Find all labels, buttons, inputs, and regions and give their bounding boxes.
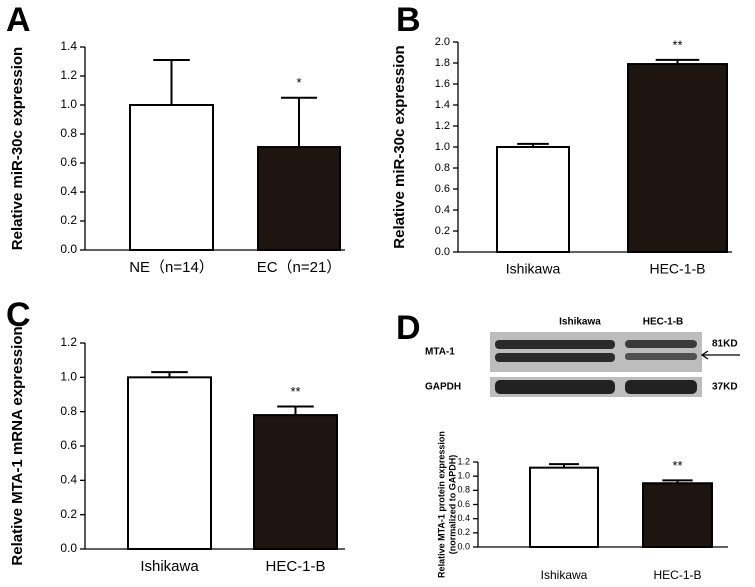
bar <box>257 146 341 251</box>
y-tick-label: 1.2 <box>457 456 470 466</box>
blot-band <box>625 340 697 348</box>
y-tick-label: 0.8 <box>457 485 470 495</box>
arrow <box>700 350 740 360</box>
size-label: 81KD <box>712 339 738 350</box>
y-tick-label: 0.6 <box>60 155 77 169</box>
y-tick-label: 1.0 <box>60 370 77 384</box>
blot-band <box>495 340 615 349</box>
y-tick-label: 0.8 <box>435 162 450 174</box>
y-tick-label: 1.6 <box>435 78 450 90</box>
y-axis-label: Relative miR-30c expression <box>9 47 26 250</box>
y-tick-label: 0.2 <box>60 507 77 521</box>
size-label: 37KD <box>712 382 738 393</box>
bar <box>642 482 713 548</box>
y-tick-label: 1.2 <box>60 335 77 349</box>
x-tick-label: HEC-1-B <box>649 261 705 277</box>
y-tick-label: 0.8 <box>60 404 77 418</box>
significance: ** <box>672 37 682 52</box>
lane-label: HEC-1-B <box>643 317 684 328</box>
y-tick-label: 0.6 <box>435 183 450 195</box>
y-tick-label: 0.6 <box>457 499 470 509</box>
bar <box>529 466 599 548</box>
y-tick-label: 0.2 <box>457 527 470 537</box>
x-tick-label: EC（n=21） <box>257 259 342 276</box>
bar <box>127 376 212 551</box>
blot-band <box>625 380 697 394</box>
x-tick-label: HEC-1-B <box>653 568 701 582</box>
y-tick-label: 0.4 <box>457 513 470 523</box>
y-axis-label: Relative miR-30c expression <box>391 45 408 248</box>
x-tick-label: Ishikawa <box>506 261 561 277</box>
panel-label: B <box>396 1 421 39</box>
blot-band <box>495 353 615 362</box>
y-tick-label: 0.2 <box>60 213 77 227</box>
y-tick-label: 0.0 <box>435 246 450 258</box>
western-blot: Ishikawa HEC-1-B MTA-1 GAPDH 81KD 37KD <box>425 317 740 397</box>
y-axis-label: Relative MTA-1 mRNA expression <box>9 326 26 565</box>
y-tick-label: 1.0 <box>457 471 470 481</box>
blot-band <box>495 380 615 394</box>
panel-label: D <box>396 309 421 347</box>
panel-label: A <box>6 1 31 39</box>
lane-label: Ishikawa <box>559 317 601 328</box>
bar <box>496 146 570 253</box>
y-tick-label: 0.6 <box>60 438 77 452</box>
x-tick-label: Ishikawa <box>541 568 588 582</box>
bar <box>253 414 338 550</box>
y-tick-label: 0.0 <box>60 541 77 555</box>
blot-strip <box>490 332 702 372</box>
significance: ** <box>290 384 300 399</box>
y-tick-label: 1.0 <box>60 97 77 111</box>
y-axis-label: (normalized to GAPDH) <box>447 455 457 555</box>
y-tick-label: 1.4 <box>435 99 450 111</box>
y-tick-label: 2.0 <box>435 36 450 48</box>
y-tick-label: 1.2 <box>435 120 450 132</box>
y-tick-label: 0.2 <box>435 225 450 237</box>
y-tick-label: 1.8 <box>435 57 450 69</box>
significance: ** <box>672 458 682 473</box>
x-tick-label: Ishikawa <box>140 558 199 575</box>
x-tick-label: NE（n=14） <box>129 259 214 276</box>
y-tick-label: 1.4 <box>60 39 77 53</box>
y-axis-label: Relative MTA-1 protein expression <box>436 431 446 578</box>
bar <box>627 63 728 253</box>
y-tick-label: 0.4 <box>60 184 77 198</box>
blot-band <box>625 353 697 360</box>
y-tick-label: 0.0 <box>60 242 77 256</box>
y-tick-label: 1.0 <box>435 141 450 153</box>
y-tick-label: 0.8 <box>60 126 77 140</box>
row-label: MTA-1 <box>425 347 455 358</box>
panel-label: C <box>6 296 31 334</box>
bar <box>129 104 214 251</box>
y-tick-label: 1.2 <box>60 68 77 82</box>
y-tick-label: 0.4 <box>435 204 450 216</box>
y-tick-label: 0.4 <box>60 473 77 487</box>
x-tick-label: HEC-1-B <box>265 558 325 575</box>
significance: * <box>296 75 301 90</box>
y-tick-label: 0.0 <box>457 541 470 551</box>
row-label: GAPDH <box>425 382 461 393</box>
